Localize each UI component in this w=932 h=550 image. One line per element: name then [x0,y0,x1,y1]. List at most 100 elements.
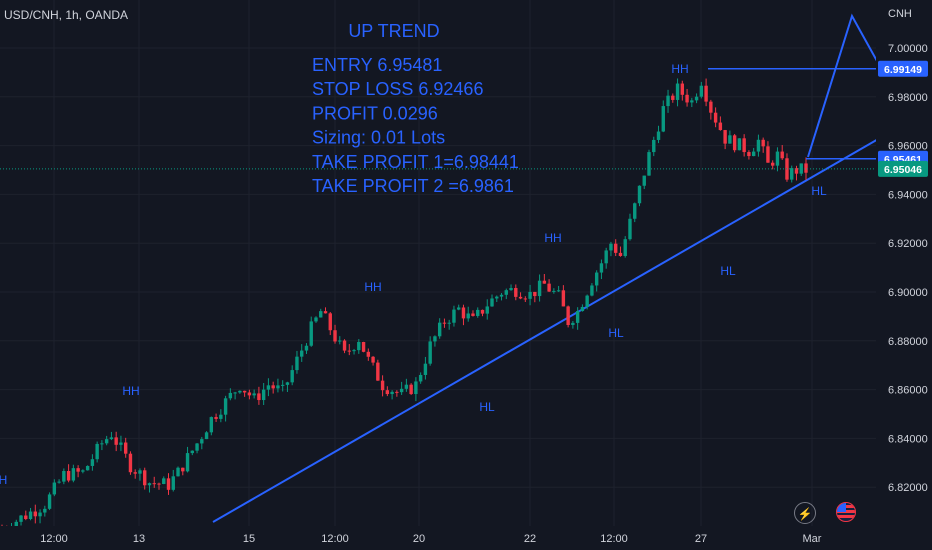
swing-label[interactable]: HL [608,326,624,340]
candle-body [737,138,742,151]
candle-body [742,138,746,153]
candle-body [495,296,499,299]
candle-body [171,476,175,490]
annotation-line[interactable]: TAKE PROFIT 1=6.98441 [312,152,519,172]
candle-body [690,100,694,103]
candle-body [247,392,252,396]
candle-body [732,135,737,151]
candle-body [766,146,770,163]
swing-label[interactable]: HL [811,184,827,198]
candle-body [718,122,723,131]
candle-body [143,470,147,486]
candle-body [100,443,104,445]
swing-label[interactable]: H [0,473,7,487]
candle-body [352,350,356,352]
annotation-text[interactable]: UP TREND ENTRY 6.95481 STOP LOSS 6.92466 PR… [312,21,519,196]
candle-body [770,162,775,166]
annotation-title[interactable]: UP TREND [348,21,439,41]
candle-body [323,311,328,314]
candle-body [266,385,271,390]
candle-body [518,296,523,299]
candle-body [547,283,551,292]
candle-body [104,439,109,444]
time-tick-label: 12:00 [40,533,68,545]
candle-body [685,94,689,103]
candle-body [252,393,256,396]
time-tick-label: 12:00 [321,533,349,545]
candle-body [604,250,608,264]
candle-body [162,478,166,484]
candle-body [361,342,366,352]
candle-body [728,135,732,144]
annotation-line[interactable]: ENTRY 6.95481 [312,55,442,75]
candle-body [661,106,665,132]
annotation-line[interactable]: Sizing: 0.01 Lots [312,128,445,148]
time-tick-label: 22 [524,533,536,545]
candle-body [457,307,461,310]
candle-body [271,385,275,389]
swing-label[interactable]: HH [671,62,688,76]
candle-body [47,494,52,509]
candle-body [166,478,171,490]
annotation-line[interactable]: PROFIT 0.0296 [312,103,438,123]
swing-label[interactable]: HH [122,384,139,398]
candle-body [652,139,656,153]
candle-body [699,85,704,97]
candle-body [399,388,404,393]
candle-body [52,482,57,495]
candle-body [713,112,718,123]
candle-body [314,317,318,322]
candle-body [280,384,285,386]
candle-body [466,313,470,319]
candle-body [656,131,661,140]
candle-body [761,139,765,147]
price-tag[interactable] [878,60,928,77]
candle-body [404,384,409,389]
symbol-label[interactable]: USD/CNH, 1h, OANDA [4,8,129,22]
time-tick-label: Mar [803,533,822,545]
swing-label[interactable]: HH [544,231,561,245]
price-tick-label: 6.90000 [888,287,928,299]
price-tag[interactable] [878,160,928,177]
candle-body [794,168,799,174]
candle-body [257,393,261,401]
candle-body [128,453,133,473]
candle-body [242,390,247,393]
candle-body [181,467,185,472]
candle-body [452,309,456,323]
candle-body [575,311,580,323]
candle-body [76,468,80,472]
time-tick-label: 12:00 [600,533,628,545]
candle-body [561,290,566,307]
price-axis-bg [876,0,932,550]
price-axis[interactable]: CNH 7.00000 6.98000 6.96000 6.94000 6.92000 6.… [876,0,932,550]
annotation-line[interactable]: STOP LOSS 6.92466 [312,79,483,99]
candle-body [442,322,447,324]
candle-body [71,468,76,481]
swing-label[interactable]: HL [720,264,736,278]
candle-body [756,139,761,152]
candle-body [594,272,599,286]
candle-body [804,163,808,173]
us-flag-icon[interactable] [836,502,856,522]
trendline[interactable] [212,137,881,523]
candle-body [109,437,114,440]
annotation-line[interactable]: TAKE PROFIT 2 =6.9861 [312,176,514,196]
time-axis[interactable]: 12:00 13 15 12:00 20 22 12:00 27 Mar [0,526,876,550]
swing-label[interactable]: HL [479,400,495,414]
lightning-icon[interactable]: ⚡ [794,502,816,524]
swing-label[interactable]: HH [364,280,381,294]
candle-body [380,380,385,391]
candle-body [95,443,99,460]
candle-body [528,291,532,299]
candle-body [471,313,475,316]
time-tick-label: 20 [413,533,425,545]
time-axis-bg [0,526,876,550]
candle-body [580,306,585,312]
candle-body [780,151,784,159]
candle-body [62,471,66,482]
candle-body [376,362,380,381]
